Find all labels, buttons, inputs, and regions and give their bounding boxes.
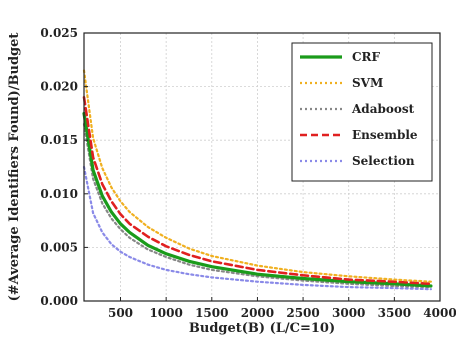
- legend-label-ensemble: Ensemble: [352, 128, 418, 142]
- y-tick-label: 0.020: [40, 80, 78, 94]
- legend-label-crf: CRF: [352, 50, 381, 64]
- series-line-selection: [82, 165, 432, 291]
- x-tick-label: 4000: [423, 306, 456, 320]
- series-line-svm: [82, 69, 432, 283]
- y-tick-label: 0.025: [40, 26, 78, 40]
- plot-frame: [83, 32, 441, 302]
- legend-label-adaboost: Adaboost: [351, 102, 415, 116]
- series-layer: [82, 69, 433, 291]
- y-tick-label: 0.015: [40, 133, 78, 147]
- series-line-ensemble: [82, 96, 433, 286]
- x-tick-label: 1500: [195, 306, 228, 320]
- ticks: 500 1000 1500 2000 2500 3000 3500 4000 0.000 0.00…: [40, 26, 456, 320]
- legend-box: [291, 42, 433, 182]
- x-tick-label: 3500: [378, 306, 411, 320]
- series-line-crf: [82, 111, 433, 288]
- x-axis-label: Budget(B) (L/C=10): [189, 321, 335, 336]
- x-tick-label: 500: [108, 306, 133, 320]
- x-tick-label: 1000: [149, 306, 182, 320]
- legend-label-svm: SVM: [352, 76, 383, 90]
- y-tick-label: 0.000: [40, 294, 78, 308]
- x-tick-label: 2000: [241, 306, 274, 320]
- y-tick-label: 0.005: [40, 240, 78, 254]
- series-line-adaboost: [82, 122, 432, 289]
- legend: CRF SVM Adaboost Ensemble Selection: [291, 42, 433, 182]
- x-tick-label: 3000: [332, 306, 365, 320]
- x-tick-label: 2500: [286, 306, 319, 320]
- y-tick-label: 0.010: [40, 187, 78, 201]
- legend-label-selection: Selection: [352, 154, 415, 168]
- y-axis-label: (#Average Identifiers Found)/Budget: [7, 33, 22, 302]
